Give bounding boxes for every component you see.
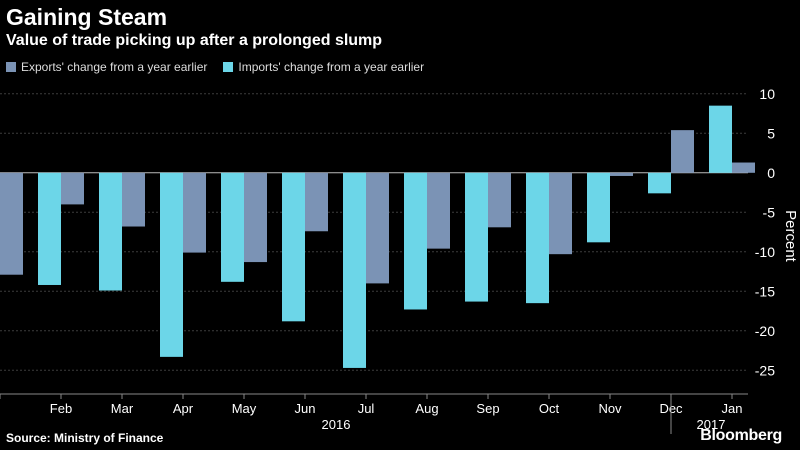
bar-imports [648,172,671,194]
legend-label-imports: Imports' change from a year earlier [238,60,425,74]
bar-exports [671,130,694,173]
y-tick-label: -15 [755,283,775,299]
y-tick-label: -25 [755,362,775,378]
bar-imports [709,105,732,173]
bar-imports [526,172,549,304]
legend-swatch-exports [6,62,16,72]
bar-exports [427,172,450,249]
legend-item-imports: Imports' change from a year earlier [223,60,424,74]
legend-swatch-imports [223,62,234,72]
bar-imports [282,172,305,322]
source-note: Source: Ministry of Finance [6,431,164,445]
bar-exports [549,172,572,255]
bar-exports [244,172,267,263]
x-tick-label: Nov [598,401,622,416]
y-tick-label: -10 [755,244,775,260]
bar-imports [587,172,610,243]
x-tick-label: May [232,401,257,416]
bar-exports [0,172,23,275]
x-tick-label: Jun [295,401,316,416]
bar-exports [305,172,328,232]
bar-imports [99,172,122,291]
bar-exports [610,172,633,176]
bloomberg-logo: Bloomberg [700,427,782,444]
x-tick-label: Apr [173,401,194,416]
bar-imports [343,172,366,368]
bar-imports [38,172,61,285]
x-tick-label: Jul [358,401,375,416]
bar-exports [61,172,84,205]
legend: Exports' change from a year earlier Impo… [6,60,424,74]
y-axis-label: Percent [782,210,799,263]
legend-label-exports: Exports' change from a year earlier [21,60,208,74]
y-tick-label: 0 [767,165,775,181]
chart-title: Gaining Steam [6,4,168,30]
bar-imports [465,172,488,302]
x-tick-label: Jan [722,401,743,416]
legend-item-exports: Exports' change from a year earlier [6,60,207,74]
x-tick-label: Oct [539,401,560,416]
bar-exports [732,162,755,173]
bar-exports [488,172,511,228]
bar-exports [366,172,389,284]
y-tick-label: -5 [763,204,776,220]
x-tick-label: Sep [476,401,499,416]
bar-exports [183,172,206,253]
y-tick-label: -20 [755,323,775,339]
year-label-2016: 2016 [322,417,351,432]
x-tick-label: Mar [111,401,134,416]
y-tick-label: 10 [759,86,775,102]
x-tick-label: Feb [50,401,72,416]
year-label-2017: 2017 [697,417,726,432]
y-tick-label: 5 [767,125,775,141]
x-tick-label: Aug [415,401,438,416]
bar-imports [160,172,183,357]
bar-exports [122,172,145,227]
bar-imports [404,172,427,310]
bar-imports [221,172,244,282]
chart-subtitle: Value of trade picking up after a prolon… [6,32,383,49]
